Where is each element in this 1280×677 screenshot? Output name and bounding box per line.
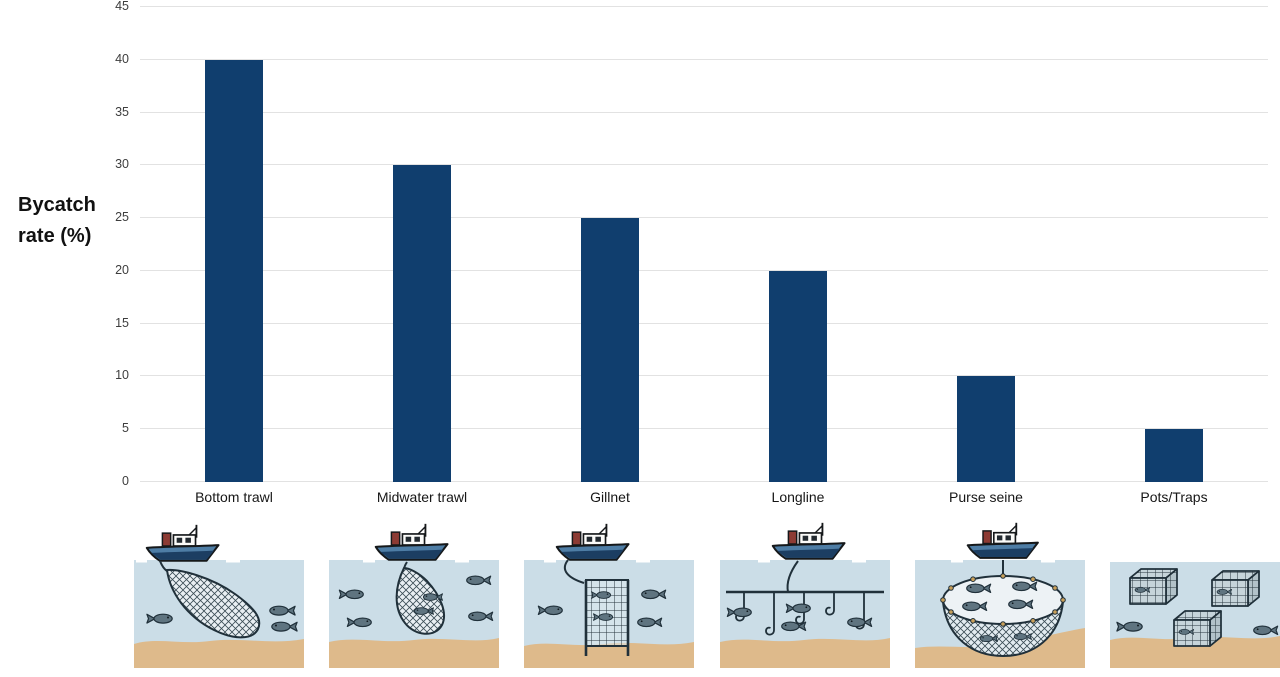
seabed-sand bbox=[719, 638, 890, 668]
y-axis-title-line1: Bycatch bbox=[18, 194, 96, 216]
column-gillnet bbox=[516, 7, 704, 482]
bar-bottom-trawl bbox=[205, 59, 263, 482]
gear-illustrations-row bbox=[134, 520, 1280, 670]
y-tick-label: 10 bbox=[115, 368, 129, 383]
y-axis-title: Bycatch rate (%) bbox=[18, 190, 96, 252]
net-rope bbox=[564, 559, 585, 584]
y-tick-label: 40 bbox=[115, 51, 129, 66]
boat-icon bbox=[374, 522, 449, 561]
bar-midwater-trawl bbox=[393, 165, 451, 482]
trawl-net-icon bbox=[165, 568, 261, 639]
y-tick-label: 5 bbox=[122, 421, 129, 436]
gillnet-icon bbox=[585, 579, 630, 656]
x-label-purse-seine: Purse seine bbox=[949, 489, 1023, 505]
x-label-bottom-trawl: Bottom trawl bbox=[195, 489, 273, 505]
seabed-sand bbox=[1109, 636, 1280, 668]
longline-illustration bbox=[719, 520, 890, 668]
bottom-trawl-illustration bbox=[134, 520, 304, 668]
y-tick-label: 35 bbox=[115, 104, 129, 119]
gridline: 40 bbox=[115, 52, 1268, 66]
column-purse-seine bbox=[892, 7, 1080, 482]
gridline: 35 bbox=[115, 105, 1268, 119]
gridline: 10 bbox=[115, 368, 1268, 382]
gridline: 5 bbox=[122, 421, 1268, 435]
bars-container bbox=[140, 7, 1268, 482]
seabed-sand bbox=[524, 642, 695, 668]
y-tick-label: 15 bbox=[115, 315, 129, 330]
gridline: 25 bbox=[115, 210, 1268, 224]
x-label-midwater-trawl: Midwater trawl bbox=[376, 489, 468, 505]
gridline: 30 bbox=[115, 157, 1268, 171]
plot-area: 0 5 10 15 20 25 30 35 40 45 bbox=[115, 0, 1268, 488]
gridline: 0 bbox=[122, 474, 1268, 488]
y-tick-label: 45 bbox=[115, 0, 129, 13]
x-label-gillnet: Gillnet bbox=[590, 489, 630, 505]
y-tick-label: 20 bbox=[115, 262, 129, 277]
x-axis-labels: Bottom trawl Midwater trawl Gillnet Long… bbox=[140, 489, 1268, 505]
gridline: 20 bbox=[115, 263, 1268, 277]
bar-pots-traps bbox=[1145, 429, 1203, 482]
purse-seine-illustration bbox=[914, 520, 1085, 668]
boat-icon bbox=[771, 521, 846, 560]
gridline: 45 bbox=[115, 0, 1268, 13]
bar-purse-seine bbox=[957, 376, 1015, 482]
y-tick-label: 30 bbox=[115, 157, 129, 172]
column-longline bbox=[704, 7, 892, 482]
gridline: 15 bbox=[115, 316, 1268, 330]
column-midwater-trawl bbox=[328, 7, 516, 482]
seabed-sand bbox=[134, 639, 304, 668]
x-label-pots-traps: Pots/Traps bbox=[1140, 489, 1208, 505]
boat-icon bbox=[556, 522, 630, 561]
seabed-sand bbox=[329, 638, 500, 668]
y-tick-label: 25 bbox=[115, 210, 129, 225]
y-axis-title-line2: rate (%) bbox=[18, 225, 92, 247]
column-pots-traps bbox=[1080, 7, 1268, 482]
y-tick-label: 0 bbox=[122, 474, 129, 488]
gillnet-illustration bbox=[524, 520, 695, 668]
x-label-longline: Longline bbox=[771, 489, 825, 505]
trawl-net-icon bbox=[395, 566, 446, 635]
boat-icon bbox=[145, 523, 220, 562]
midwater-trawl-illustration bbox=[329, 520, 500, 668]
column-bottom-trawl bbox=[140, 7, 328, 482]
bar-gillnet bbox=[581, 218, 639, 482]
pots-traps-illustration bbox=[1109, 520, 1280, 668]
bar-longline bbox=[769, 270, 827, 482]
boat-icon bbox=[966, 521, 1039, 559]
